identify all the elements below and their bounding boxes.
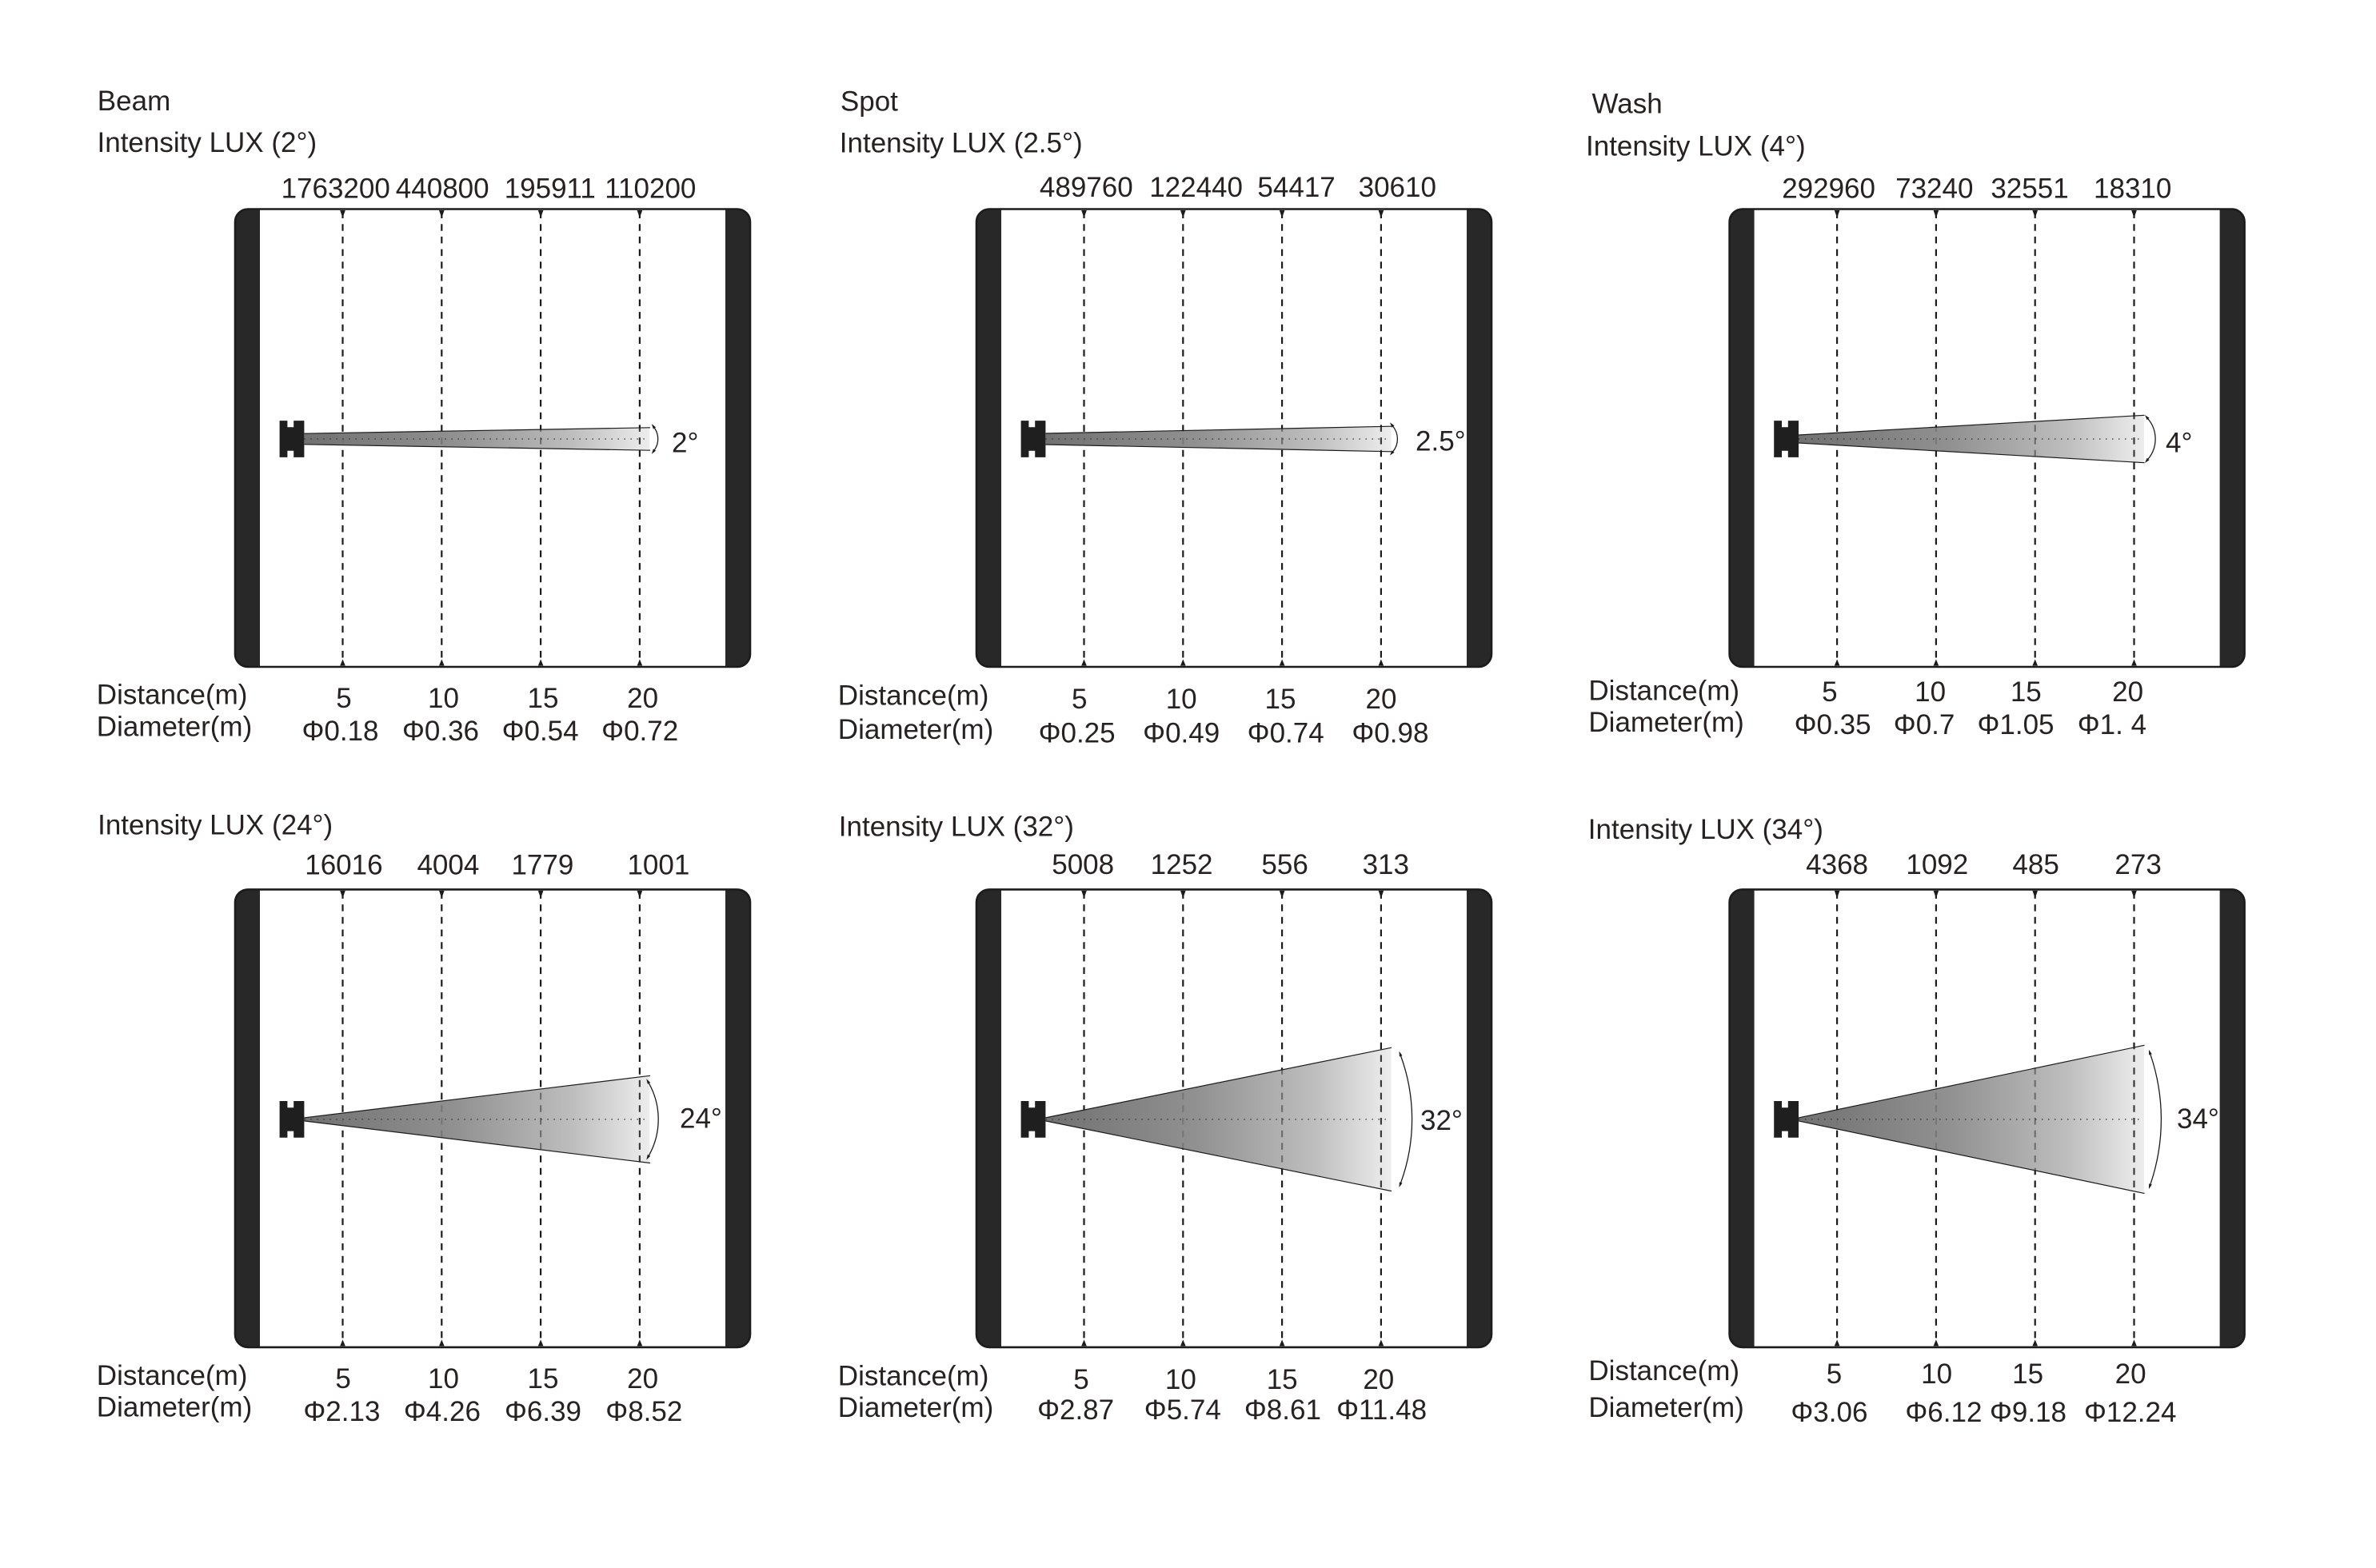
svg-text:5: 5 (336, 683, 351, 714)
svg-text:32°: 32° (1420, 1105, 1463, 1136)
svg-text:Wash: Wash (1592, 88, 1663, 119)
svg-text:440800: 440800 (396, 173, 489, 204)
svg-text:20: 20 (1363, 1364, 1394, 1395)
svg-text:4°: 4° (2166, 428, 2192, 459)
svg-text:2°: 2° (672, 428, 698, 459)
svg-text:Φ8.61: Φ8.61 (1244, 1394, 1321, 1426)
svg-text:Distance(m): Distance(m) (838, 680, 989, 712)
svg-text:Intensity LUX (2°): Intensity LUX (2°) (98, 127, 317, 158)
svg-text:Φ12.24: Φ12.24 (2084, 1397, 2177, 1428)
svg-text:20: 20 (627, 683, 658, 714)
svg-text:20: 20 (2112, 676, 2143, 708)
svg-text:5: 5 (1073, 1364, 1088, 1395)
svg-text:5: 5 (1822, 676, 1837, 708)
svg-text:32551: 32551 (1991, 173, 2068, 204)
svg-text:Intensity LUX (32°): Intensity LUX (32°) (839, 812, 1074, 843)
svg-text:15: 15 (2011, 676, 2042, 708)
svg-text:15: 15 (1265, 684, 1296, 715)
svg-text:Intensity LUX (34°): Intensity LUX (34°) (1588, 814, 1823, 845)
svg-text:273: 273 (2114, 849, 2161, 880)
svg-text:16016: 16016 (305, 849, 382, 880)
svg-text:1092: 1092 (1906, 849, 1968, 880)
svg-text:Diameter(m): Diameter(m) (97, 712, 252, 743)
svg-text:2.5°: 2.5° (1416, 426, 1466, 457)
svg-text:4004: 4004 (417, 849, 479, 880)
svg-text:5: 5 (1072, 684, 1087, 715)
svg-text:10: 10 (428, 1363, 459, 1394)
svg-text:15: 15 (528, 1363, 559, 1394)
svg-text:Beam: Beam (98, 86, 170, 117)
svg-text:10: 10 (1915, 676, 1946, 708)
svg-text:Φ6.39: Φ6.39 (505, 1396, 581, 1427)
svg-text:Φ0.54: Φ0.54 (502, 716, 579, 747)
svg-text:110200: 110200 (605, 173, 696, 204)
svg-text:Φ0.72: Φ0.72 (601, 716, 678, 747)
svg-text:10: 10 (1165, 1364, 1196, 1395)
svg-text:4368: 4368 (1806, 849, 1868, 880)
svg-text:5: 5 (335, 1363, 350, 1394)
svg-text:Distance(m): Distance(m) (838, 1361, 989, 1392)
svg-text:Φ8.52: Φ8.52 (605, 1396, 682, 1427)
svg-text:1779: 1779 (511, 849, 573, 880)
svg-text:Distance(m): Distance(m) (97, 1360, 248, 1391)
svg-text:313: 313 (1363, 849, 1409, 880)
svg-text:Spot: Spot (841, 86, 898, 118)
svg-text:122440: 122440 (1149, 172, 1243, 203)
svg-text:Diameter(m): Diameter(m) (97, 1392, 252, 1423)
svg-text:485: 485 (2012, 849, 2059, 880)
svg-text:30610: 30610 (1359, 172, 1436, 203)
svg-text:Φ11.48: Φ11.48 (1336, 1394, 1427, 1426)
svg-text:Φ5.74: Φ5.74 (1144, 1394, 1221, 1426)
svg-text:5: 5 (1827, 1359, 1842, 1390)
svg-text:20: 20 (1366, 684, 1397, 715)
svg-text:15: 15 (1267, 1364, 1298, 1395)
svg-text:20: 20 (2115, 1359, 2146, 1390)
svg-text:Diameter(m): Diameter(m) (838, 1392, 993, 1423)
svg-text:Diameter(m): Diameter(m) (1588, 1392, 1743, 1423)
svg-text:Distance(m): Distance(m) (97, 679, 248, 710)
svg-text:Φ3.06: Φ3.06 (1791, 1397, 1867, 1428)
svg-text:54417: 54417 (1257, 172, 1335, 203)
svg-text:Φ0.35: Φ0.35 (1795, 709, 1871, 740)
svg-text:Φ0.25: Φ0.25 (1039, 717, 1116, 748)
svg-text:24°: 24° (680, 1103, 722, 1134)
svg-text:Φ1.05: Φ1.05 (1977, 709, 2054, 740)
svg-text:18310: 18310 (2094, 173, 2171, 204)
svg-text:Φ0.18: Φ0.18 (301, 716, 378, 747)
svg-text:292960: 292960 (1782, 173, 1875, 204)
svg-text:Φ0.7: Φ0.7 (1894, 709, 1955, 740)
svg-text:15: 15 (528, 683, 559, 714)
svg-text:Distance(m): Distance(m) (1588, 676, 1739, 707)
svg-text:556: 556 (1261, 849, 1308, 880)
svg-text:10: 10 (1166, 684, 1197, 715)
svg-text:Intensity LUX (24°): Intensity LUX (24°) (98, 810, 333, 841)
svg-text:15: 15 (2012, 1359, 2043, 1390)
svg-text:1252: 1252 (1151, 849, 1213, 880)
svg-text:Φ6.12: Φ6.12 (1905, 1397, 1982, 1428)
svg-text:Φ0.49: Φ0.49 (1143, 717, 1220, 748)
svg-text:Φ0.36: Φ0.36 (402, 716, 479, 747)
svg-text:Φ2.13: Φ2.13 (303, 1396, 380, 1427)
svg-text:5008: 5008 (1052, 849, 1114, 880)
svg-text:Φ0.98: Φ0.98 (1352, 717, 1428, 748)
svg-text:10: 10 (1921, 1359, 1952, 1390)
svg-text:Φ4.26: Φ4.26 (404, 1396, 481, 1427)
svg-text:Intensity LUX (4°): Intensity LUX (4°) (1586, 130, 1806, 162)
svg-text:Diameter(m): Diameter(m) (1588, 707, 1743, 738)
svg-text:73240: 73240 (1895, 173, 1973, 204)
svg-text:Diameter(m): Diameter(m) (838, 714, 993, 745)
svg-text:1763200: 1763200 (282, 173, 390, 204)
svg-text:Φ1. 4: Φ1. 4 (2078, 709, 2146, 740)
svg-text:Φ9.18: Φ9.18 (1990, 1397, 2067, 1428)
svg-text:Φ2.87: Φ2.87 (1037, 1394, 1114, 1426)
svg-text:1001: 1001 (627, 849, 689, 880)
svg-text:20: 20 (627, 1363, 658, 1394)
svg-text:Φ0.74: Φ0.74 (1248, 717, 1324, 748)
svg-text:195911: 195911 (505, 173, 596, 204)
svg-text:489760: 489760 (1040, 172, 1133, 203)
svg-text:Intensity LUX (2.5°): Intensity LUX (2.5°) (840, 127, 1083, 158)
svg-text:10: 10 (428, 683, 459, 714)
svg-text:Distance(m): Distance(m) (1588, 1355, 1739, 1386)
svg-text:34°: 34° (2177, 1103, 2219, 1135)
